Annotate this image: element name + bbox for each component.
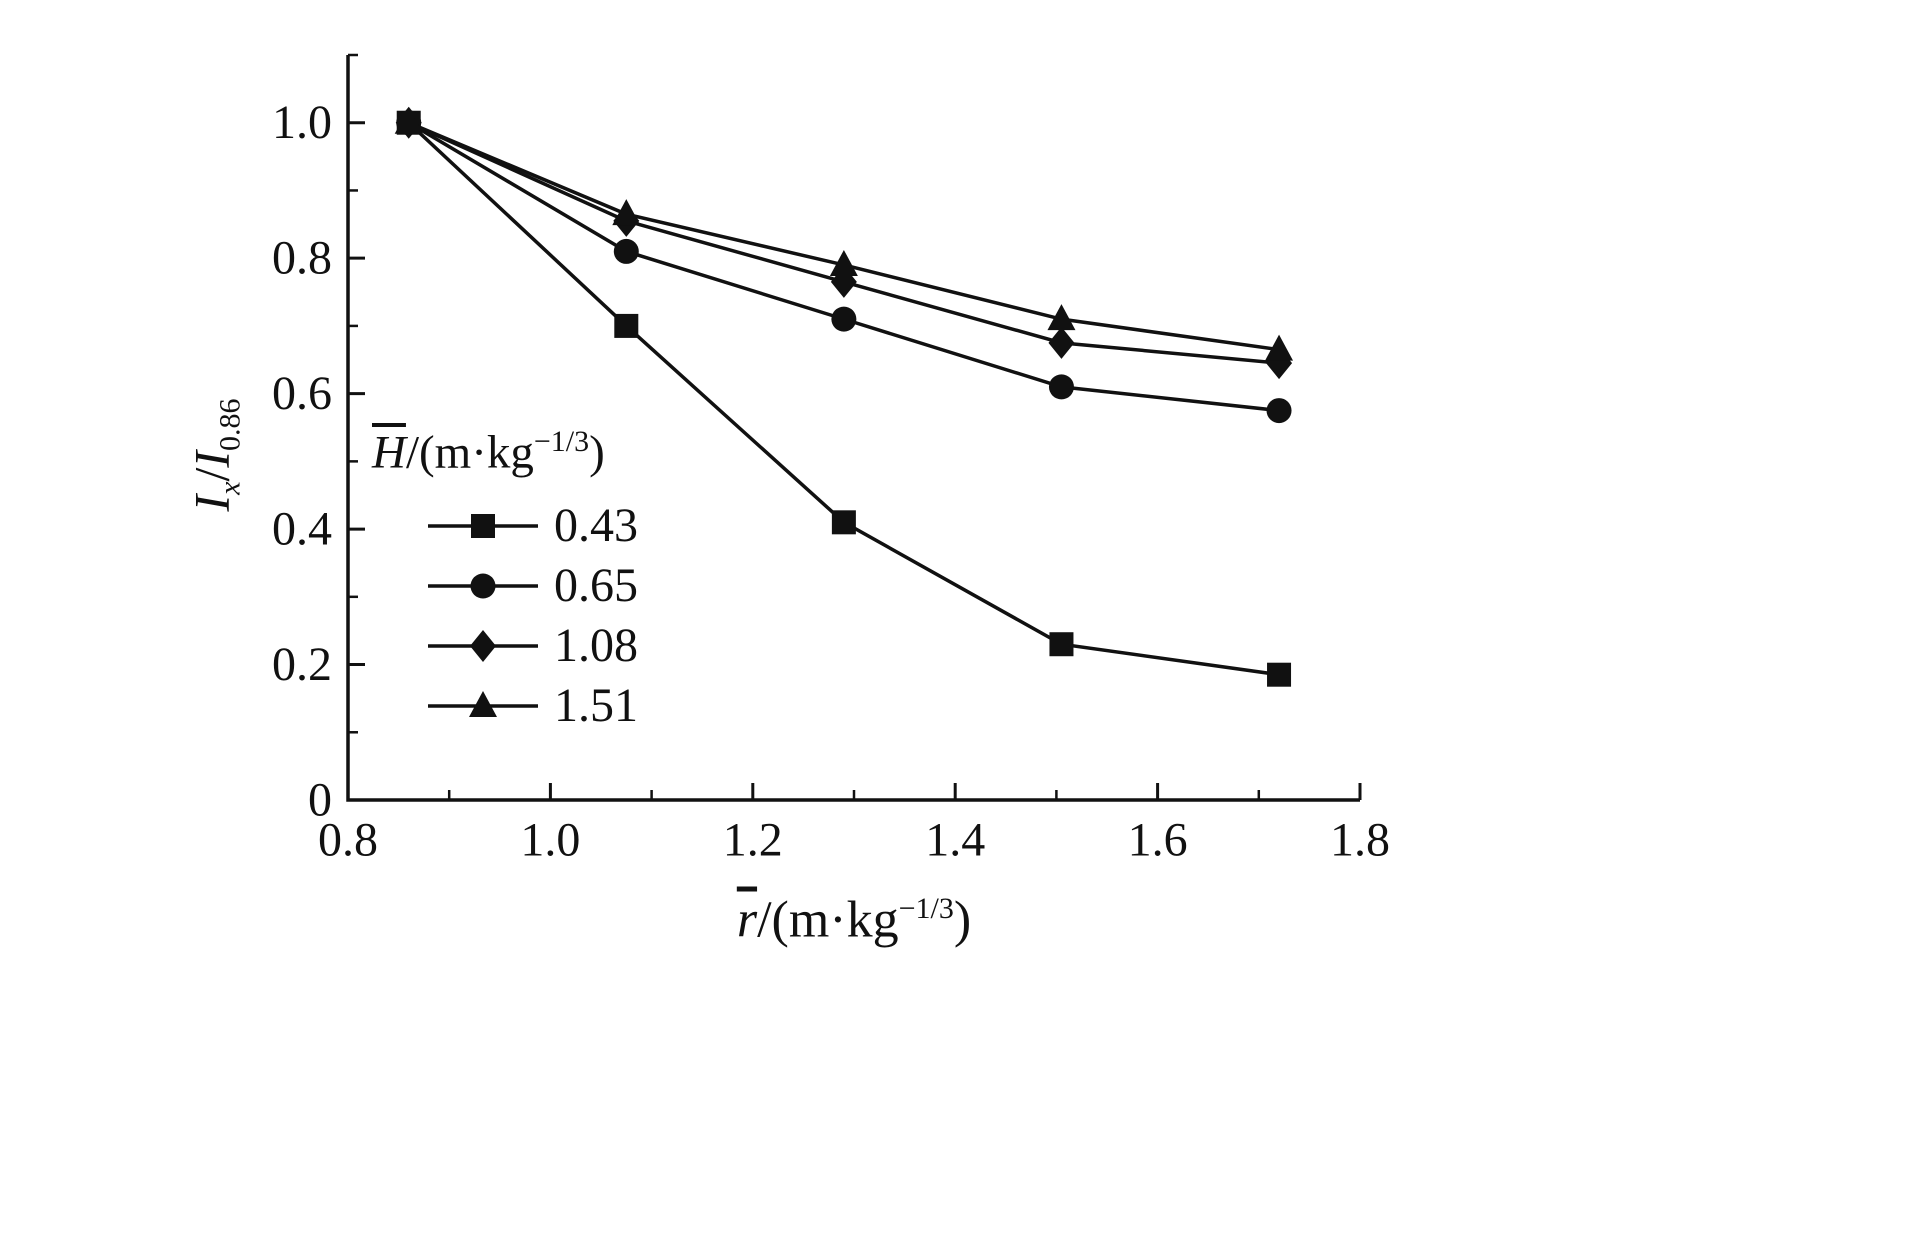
legend-item-1.51: 1.51 [372,676,638,736]
circle-marker [1048,374,1074,400]
legend-title-units: /(m·kg [405,426,534,479]
y-tick-label: 0.2 [272,638,332,691]
legend-label: 0.65 [554,559,638,613]
y-tick-label: 1.0 [272,96,332,149]
x-axis-label: r/(m·kg−1/3) [737,891,971,950]
square-marker [1049,632,1074,657]
x-label-var: r [736,891,758,949]
legend-label: 0.43 [554,499,638,553]
y-label-subscript2: 0.86 [213,398,247,451]
x-tick-label: 1.2 [723,814,783,867]
legend-title: H/(m·kg−1/3) [372,425,638,480]
y-tick-label: 0 [308,774,332,827]
x-tick-label: 1.0 [520,814,580,867]
square-marker [471,513,495,538]
triangle-marker [469,690,497,717]
legend-label: 1.08 [554,619,638,673]
y-tick-label: 0.8 [272,232,332,285]
y-label-subscript: x [213,481,247,495]
x-label-units: /(m·kg [757,891,899,949]
x-label-close: ) [953,891,972,949]
triangle-marker [829,249,858,276]
legend-key-diamond [428,629,538,662]
square-marker [1267,662,1292,687]
series-0.65 [396,110,1292,424]
circle-marker [1266,398,1292,424]
circle-marker [831,306,857,332]
x-tick-label: 1.8 [1330,814,1390,867]
x-label-exponent: −1/3 [898,892,954,926]
legend-item-1.08: 1.08 [372,616,638,676]
y-label-var2: I [183,450,240,468]
y-label-var: I [183,494,240,512]
y-tick-label: 0.6 [272,367,332,420]
legend-item-0.43: 0.43 [372,496,638,556]
legend: H/(m·kg−1/3) 0.43 0.65 1.08 1.51 [372,425,638,736]
series-1.08 [395,106,1293,380]
y-label-slash: / [183,467,240,482]
diamond-marker [470,629,496,662]
series-1.51 [394,107,1294,361]
x-tick-label: 0.8 [318,814,378,867]
diamond-marker [1048,326,1075,359]
triangle-marker [1265,334,1294,361]
y-axis-label: Ix/I0.86 [183,398,248,511]
x-tick-label: 1.4 [925,814,985,867]
legend-key-square [428,513,538,538]
triangle-marker [1047,304,1076,331]
legend-item-0.65: 0.65 [372,556,638,616]
y-tick-label: 0.4 [272,503,332,556]
circle-marker [470,573,496,599]
legend-title-var: H [372,426,406,479]
x-tick-label: 1.6 [1128,814,1188,867]
legend-title-close: ) [589,426,605,479]
circle-marker [613,238,639,264]
legend-key-circle [428,573,538,599]
legend-rows: 0.43 0.65 1.08 1.51 [372,496,638,736]
triangle-marker [612,199,641,226]
triangle-marker [394,107,423,134]
legend-key-triangle [428,690,538,717]
square-marker [614,313,639,338]
legend-title-exponent: −1/3 [533,425,590,458]
legend-label: 1.51 [554,679,638,733]
square-marker [831,510,856,535]
